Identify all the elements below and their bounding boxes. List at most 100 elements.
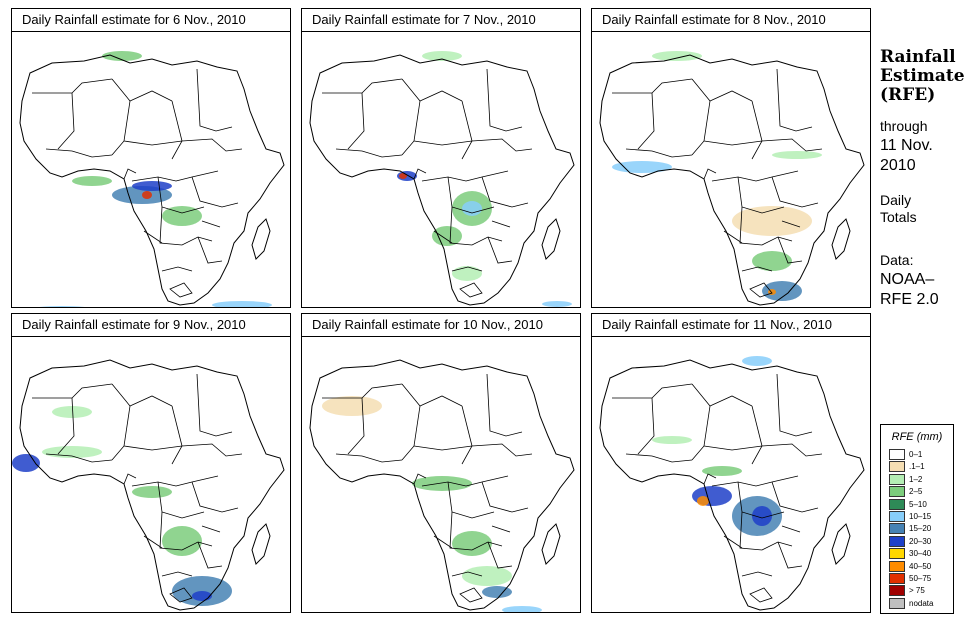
legend-item: 0–1 bbox=[889, 449, 922, 460]
country-border bbox=[781, 525, 801, 533]
country-border bbox=[433, 230, 453, 244]
legend-swatch bbox=[889, 585, 905, 597]
country-border bbox=[197, 236, 223, 264]
map-panel-6-nov: Daily Rainfall estimate for 6 Nov., 2010 bbox=[11, 8, 291, 308]
legend-item: 30–40 bbox=[889, 548, 932, 560]
country-border bbox=[196, 373, 233, 437]
legend-label: 10–15 bbox=[909, 512, 932, 521]
country-border bbox=[201, 525, 221, 533]
rainfall-patch bbox=[452, 266, 482, 281]
legend-label: 5–10 bbox=[909, 499, 927, 509]
country-border bbox=[691, 383, 753, 407]
country-border bbox=[761, 138, 823, 152]
country-border bbox=[459, 282, 483, 298]
africa-coastline bbox=[309, 54, 575, 306]
rainfall-patch bbox=[732, 206, 812, 236]
legend-swatch bbox=[889, 535, 905, 547]
through-date: 11 Nov. 2010 bbox=[880, 137, 933, 174]
africa-map bbox=[19, 51, 285, 307]
country-border bbox=[169, 282, 193, 298]
country-border bbox=[347, 92, 365, 150]
country-border bbox=[111, 405, 131, 461]
country-border bbox=[447, 481, 495, 519]
rainfall-patch bbox=[542, 301, 572, 307]
legend-label: > 75 bbox=[909, 586, 925, 596]
rainfall-patch bbox=[399, 173, 407, 179]
country-border bbox=[461, 405, 473, 465]
africa-map bbox=[309, 359, 575, 612]
country-border bbox=[491, 220, 511, 228]
madagascar-outline bbox=[541, 218, 561, 260]
legend-swatch bbox=[889, 560, 905, 572]
country-border bbox=[197, 541, 223, 569]
legend-label: 30–40 bbox=[909, 549, 932, 559]
legend-label: 1–2 bbox=[909, 474, 923, 484]
rainfall-patch bbox=[762, 281, 802, 301]
country-border bbox=[322, 78, 403, 94]
country-border bbox=[691, 405, 711, 461]
country-border bbox=[159, 511, 213, 551]
country-border bbox=[45, 453, 113, 463]
country-border bbox=[32, 78, 113, 94]
country-border bbox=[111, 383, 173, 407]
rainfall-patch bbox=[212, 301, 272, 307]
rainfall-patch bbox=[452, 531, 492, 556]
legend-label: 40–50 bbox=[909, 561, 932, 571]
country-border bbox=[143, 535, 163, 549]
country-border bbox=[123, 168, 137, 180]
panel-title: Daily Rainfall estimate for 8 Nov., 2010 bbox=[592, 9, 870, 32]
rainfall-overlay bbox=[612, 51, 822, 301]
madagascar-outline bbox=[831, 218, 851, 260]
rainfall-patch bbox=[697, 496, 709, 506]
map-panel-9-nov: Daily Rainfall estimate for 9 Nov., 2010 bbox=[11, 313, 291, 613]
legend-item: 5–10 bbox=[889, 498, 927, 510]
madagascar-outline bbox=[541, 523, 561, 565]
country-border bbox=[711, 475, 799, 487]
rainfall-patch bbox=[52, 406, 92, 418]
country-border bbox=[413, 445, 473, 451]
africa-map bbox=[599, 356, 865, 611]
country-border bbox=[123, 445, 183, 451]
rainfall-patch bbox=[102, 51, 142, 61]
country-border bbox=[433, 535, 453, 549]
country-border bbox=[487, 236, 513, 264]
country-border bbox=[401, 383, 463, 407]
legend-title: RFE (mm) bbox=[891, 431, 943, 443]
africa-coastline bbox=[19, 359, 285, 611]
country-border bbox=[157, 176, 205, 214]
legend-swatch bbox=[889, 498, 905, 510]
country-border bbox=[739, 206, 793, 246]
legend-label: nodata bbox=[909, 598, 934, 608]
rainfall-patch bbox=[162, 526, 202, 556]
legend-label: 0–1 bbox=[909, 450, 923, 459]
rainfall-patch bbox=[772, 151, 822, 159]
legend-label: 20–30 bbox=[909, 536, 932, 546]
country-border bbox=[169, 587, 193, 603]
country-border bbox=[711, 170, 799, 182]
africa-coastline bbox=[599, 359, 865, 611]
legend-swatch bbox=[889, 473, 905, 485]
country-border bbox=[637, 397, 655, 455]
legend-swatch bbox=[889, 523, 905, 535]
country-border bbox=[741, 266, 773, 272]
country-border bbox=[449, 511, 503, 551]
country-border bbox=[739, 511, 793, 551]
country-border bbox=[459, 587, 483, 603]
country-border bbox=[737, 176, 785, 214]
country-border bbox=[157, 481, 205, 519]
data-source: NOAA– RFE 2.0 bbox=[880, 271, 939, 308]
rainfall-patch bbox=[162, 206, 202, 226]
rainfall-patch bbox=[192, 591, 212, 601]
country-border bbox=[171, 405, 183, 465]
country-border bbox=[191, 481, 239, 513]
legend-swatch bbox=[889, 573, 905, 584]
legend-item: nodata bbox=[889, 597, 934, 609]
legend-swatch bbox=[889, 461, 905, 473]
legend-swatch bbox=[889, 511, 905, 522]
country-border bbox=[737, 481, 785, 519]
country-border bbox=[57, 92, 75, 150]
country-border bbox=[703, 473, 717, 485]
country-border bbox=[335, 148, 403, 158]
country-border bbox=[111, 78, 173, 102]
country-border bbox=[781, 220, 801, 228]
